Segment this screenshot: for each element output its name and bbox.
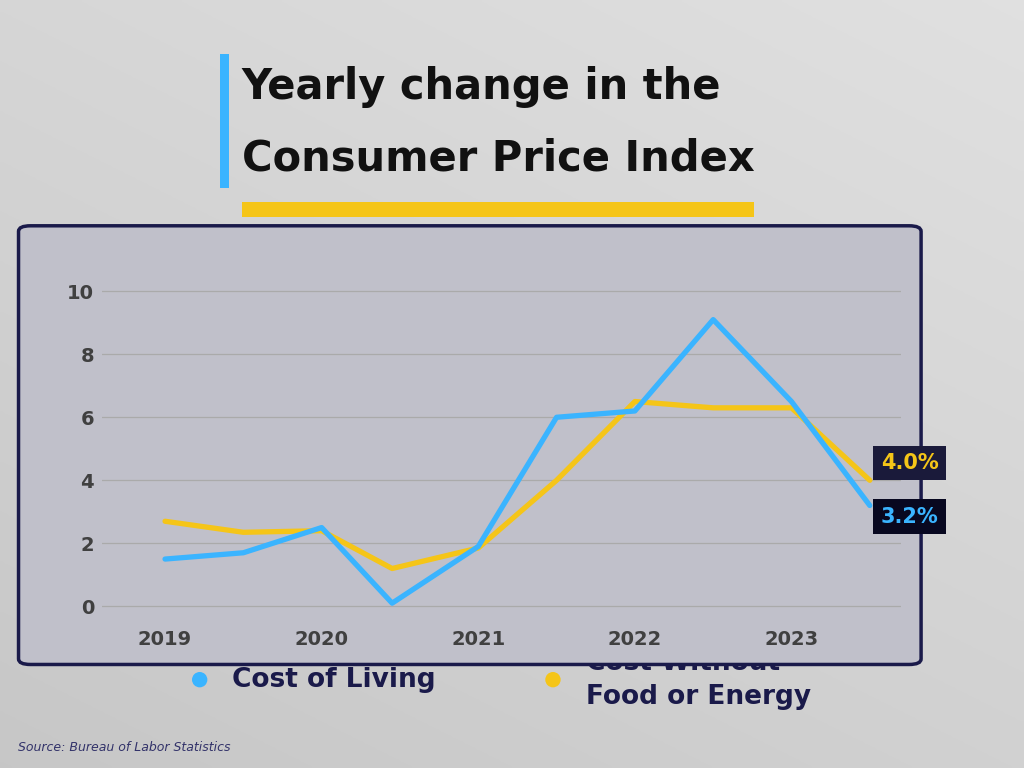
Text: Yearly change in the: Yearly change in the	[242, 66, 721, 108]
Text: Cost Without
Food or Energy: Cost Without Food or Energy	[586, 650, 811, 710]
Text: Cost of Living: Cost of Living	[232, 667, 436, 693]
Text: Source: Bureau of Labor Statistics: Source: Bureau of Labor Statistics	[18, 741, 231, 754]
FancyBboxPatch shape	[18, 226, 922, 664]
Bar	[242, 202, 754, 217]
Text: 3.2%: 3.2%	[881, 507, 939, 527]
Text: 4.0%: 4.0%	[881, 453, 939, 473]
Bar	[220, 54, 229, 188]
Ellipse shape	[193, 672, 207, 687]
Ellipse shape	[546, 672, 561, 687]
Text: Consumer Price Index: Consumer Price Index	[242, 137, 755, 180]
